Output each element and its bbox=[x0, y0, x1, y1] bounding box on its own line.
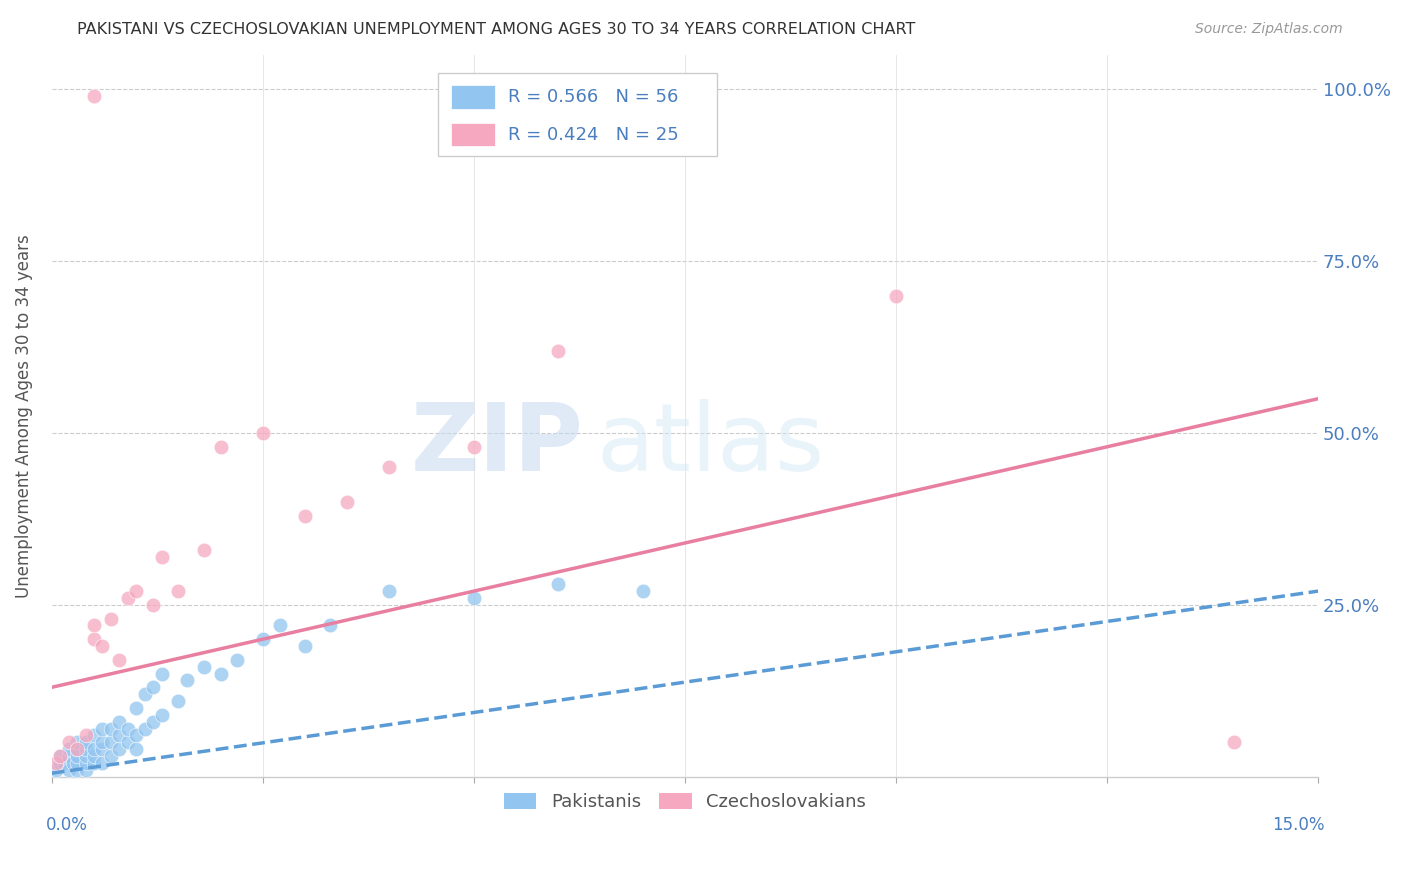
Point bbox=[91, 742, 114, 756]
Y-axis label: Unemployment Among Ages 30 to 34 years: Unemployment Among Ages 30 to 34 years bbox=[15, 234, 32, 598]
Point bbox=[83, 632, 105, 647]
Point bbox=[117, 735, 139, 749]
Point bbox=[75, 735, 97, 749]
Point bbox=[142, 714, 165, 729]
Point bbox=[226, 653, 249, 667]
Point bbox=[125, 584, 148, 599]
Point bbox=[75, 728, 97, 742]
Point bbox=[150, 549, 173, 564]
Point bbox=[58, 735, 80, 749]
Point bbox=[193, 659, 215, 673]
Point bbox=[100, 722, 122, 736]
Point bbox=[294, 508, 316, 523]
Text: PAKISTANI VS CZECHOSLOVAKIAN UNEMPLOYMENT AMONG AGES 30 TO 34 YEARS CORRELATION : PAKISTANI VS CZECHOSLOVAKIAN UNEMPLOYMEN… bbox=[77, 22, 915, 37]
Point bbox=[91, 722, 114, 736]
Text: 15.0%: 15.0% bbox=[1272, 816, 1324, 834]
Point bbox=[49, 756, 72, 770]
Point bbox=[83, 742, 105, 756]
Point bbox=[117, 591, 139, 605]
Point bbox=[167, 584, 190, 599]
Point bbox=[117, 722, 139, 736]
Point bbox=[58, 749, 80, 764]
Point bbox=[100, 749, 122, 764]
Point bbox=[49, 749, 72, 764]
Point bbox=[252, 425, 274, 440]
Point bbox=[100, 735, 122, 749]
Legend: Pakistanis, Czechoslovakians: Pakistanis, Czechoslovakians bbox=[496, 785, 873, 818]
Point bbox=[142, 681, 165, 695]
Point bbox=[66, 742, 89, 756]
Text: ZIP: ZIP bbox=[411, 399, 583, 491]
Point bbox=[83, 618, 105, 632]
Point bbox=[269, 618, 291, 632]
Point bbox=[45, 756, 67, 770]
Point bbox=[463, 591, 485, 605]
Point bbox=[66, 749, 89, 764]
Point bbox=[75, 742, 97, 756]
Point bbox=[91, 735, 114, 749]
Text: atlas: atlas bbox=[596, 399, 824, 491]
Point bbox=[66, 742, 89, 756]
Point bbox=[884, 288, 907, 302]
Point bbox=[378, 584, 401, 599]
Point bbox=[108, 653, 131, 667]
Point bbox=[547, 577, 569, 591]
Point bbox=[193, 542, 215, 557]
Text: Source: ZipAtlas.com: Source: ZipAtlas.com bbox=[1195, 22, 1343, 37]
Point bbox=[66, 735, 89, 749]
Point bbox=[49, 749, 72, 764]
Point bbox=[58, 742, 80, 756]
Point bbox=[125, 701, 148, 715]
Point bbox=[75, 749, 97, 764]
Point bbox=[378, 460, 401, 475]
Point bbox=[108, 728, 131, 742]
Point bbox=[83, 756, 105, 770]
Point bbox=[294, 639, 316, 653]
FancyBboxPatch shape bbox=[451, 123, 495, 146]
Point bbox=[209, 666, 232, 681]
Point bbox=[150, 666, 173, 681]
Point bbox=[1222, 735, 1244, 749]
Point bbox=[108, 714, 131, 729]
Point bbox=[463, 440, 485, 454]
Point bbox=[66, 763, 89, 777]
Point bbox=[167, 694, 190, 708]
Point bbox=[108, 742, 131, 756]
Point bbox=[547, 343, 569, 358]
Point bbox=[83, 728, 105, 742]
Point bbox=[58, 763, 80, 777]
Point bbox=[134, 722, 156, 736]
Point bbox=[209, 440, 232, 454]
Point bbox=[66, 756, 89, 770]
Point bbox=[134, 687, 156, 701]
Text: R = 0.566   N = 56: R = 0.566 N = 56 bbox=[508, 88, 678, 106]
FancyBboxPatch shape bbox=[439, 73, 717, 156]
Point bbox=[91, 639, 114, 653]
Point bbox=[75, 763, 97, 777]
Point bbox=[176, 673, 198, 688]
Point bbox=[53, 756, 76, 770]
Point bbox=[125, 742, 148, 756]
Text: R = 0.424   N = 25: R = 0.424 N = 25 bbox=[508, 126, 679, 144]
Point bbox=[142, 598, 165, 612]
Point bbox=[336, 495, 359, 509]
Point bbox=[45, 763, 67, 777]
Point bbox=[100, 611, 122, 625]
Point bbox=[252, 632, 274, 647]
Point bbox=[631, 584, 654, 599]
Point bbox=[62, 756, 84, 770]
FancyBboxPatch shape bbox=[451, 86, 495, 109]
Point bbox=[319, 618, 342, 632]
Point bbox=[125, 728, 148, 742]
Point bbox=[83, 89, 105, 103]
Point bbox=[83, 749, 105, 764]
Text: 0.0%: 0.0% bbox=[45, 816, 87, 834]
Point bbox=[75, 756, 97, 770]
Point bbox=[150, 707, 173, 722]
Point bbox=[91, 756, 114, 770]
